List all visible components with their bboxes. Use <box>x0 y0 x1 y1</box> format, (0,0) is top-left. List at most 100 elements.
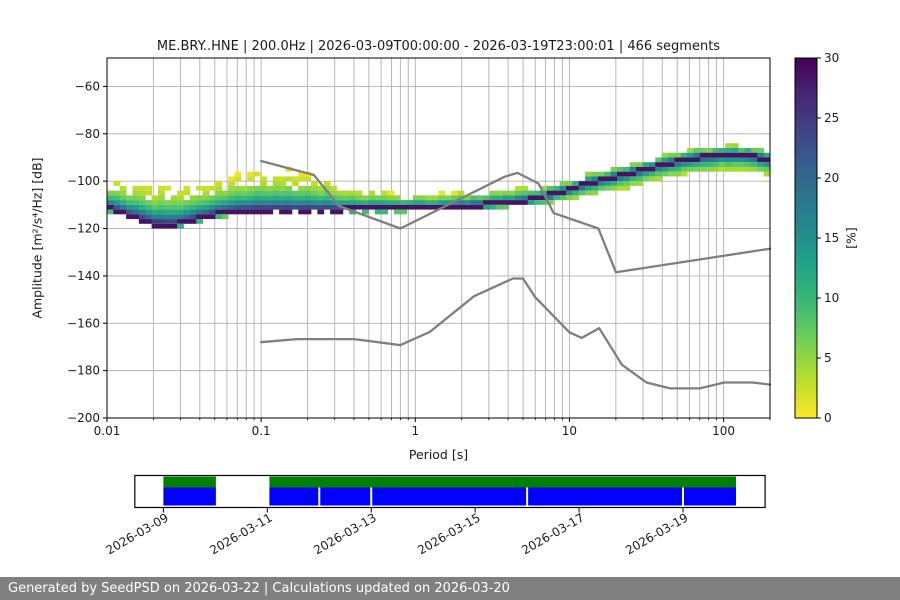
psd-cell <box>113 200 121 205</box>
psd-cell <box>393 195 401 201</box>
psd-cell <box>126 195 133 201</box>
psd-cell <box>145 190 153 196</box>
coverage-gap-slit <box>682 487 684 506</box>
psd-cell <box>330 190 337 196</box>
psd-cell <box>170 200 178 205</box>
psd-cell <box>151 219 159 224</box>
psd-cell <box>591 171 599 177</box>
psd-cell <box>285 200 293 205</box>
y-axis-label: Amplitude [m²/s⁴/Hz] [dB] <box>29 157 45 319</box>
psd-outlier-cell <box>234 171 242 177</box>
psd-cell <box>279 195 286 201</box>
psd-cell <box>508 195 516 201</box>
psd-coverage-segment <box>163 487 216 506</box>
psd-cell <box>355 190 363 196</box>
psd-cell <box>138 219 146 224</box>
psd-cell <box>209 185 216 191</box>
psd-cell <box>317 185 325 191</box>
psd-cell <box>629 176 637 182</box>
y-tick-label: −200 <box>67 411 100 425</box>
footer-text: Generated by SeedPSD on 2026-03-22 | Cal… <box>8 581 510 596</box>
colorbar-tick-label: 20 <box>824 171 839 185</box>
psd-cell <box>228 181 235 186</box>
psd-cell <box>413 200 420 205</box>
psd-cell <box>597 181 605 186</box>
psd-cell <box>546 195 554 201</box>
psd-cell <box>240 195 248 201</box>
psd-cell <box>183 204 191 210</box>
psd-cell <box>629 181 637 186</box>
psd-cell <box>330 185 337 191</box>
psd-cell <box>311 185 318 191</box>
psd-cell <box>591 185 599 191</box>
psd-cell <box>311 200 318 205</box>
psd-cell <box>623 181 631 186</box>
psd-cell <box>763 171 771 177</box>
psd-cell <box>266 204 274 210</box>
psd-cell <box>279 176 286 182</box>
psd-cell <box>470 200 478 205</box>
colorbar: 0 5 10 15 20 25 30 <box>794 51 839 425</box>
noise-model-lines <box>259 159 772 390</box>
psd-outlier-cell <box>298 171 306 177</box>
psd-cell <box>317 204 325 210</box>
psd-cell <box>393 209 401 215</box>
psd-outlier-cell <box>387 190 395 196</box>
psd-cell <box>317 209 325 215</box>
psd-cell <box>240 209 248 215</box>
psd-cell <box>387 204 395 210</box>
psd-cell <box>629 171 637 177</box>
psd-cell <box>279 209 286 215</box>
psd-cell <box>126 200 133 205</box>
psd-cell <box>629 162 637 167</box>
psd-cell <box>189 214 197 220</box>
psd-cell <box>228 190 235 196</box>
psd-cell <box>521 195 529 201</box>
psd-cell <box>559 195 567 201</box>
psd-cell <box>291 181 299 186</box>
psd-cell <box>202 200 210 205</box>
psd-cell <box>158 185 165 191</box>
psd-cell <box>177 190 184 196</box>
ppsd-plot-canvas: 0.01 0.1 1 10 100−60−80−100−120−140−160−180−… <box>67 51 839 557</box>
psd-cell <box>247 204 255 210</box>
psd-cell <box>566 185 573 191</box>
psd-cell <box>706 148 714 153</box>
psd-cell <box>502 195 510 201</box>
psd-cell <box>113 190 121 196</box>
psd-cell <box>164 214 172 220</box>
psd-cell <box>757 166 765 172</box>
psd-cell <box>298 176 306 182</box>
psd-cell <box>107 204 114 210</box>
psd-cell <box>610 181 618 186</box>
psd-cell <box>712 162 720 167</box>
psd-cell <box>674 152 682 158</box>
psd-cell <box>330 200 337 205</box>
psd-cell <box>177 219 184 224</box>
psd-cell <box>253 200 261 205</box>
psd-cell <box>177 209 184 215</box>
colorbar-tick-label: 10 <box>824 291 839 305</box>
psd-cell <box>546 190 554 196</box>
psd-cell <box>502 200 510 205</box>
psd-cell <box>559 181 567 186</box>
psd-cell <box>272 176 280 182</box>
psd-cell <box>253 209 261 215</box>
psd-cell <box>164 204 172 210</box>
psd-cell <box>138 204 146 210</box>
psd-cell <box>750 162 758 167</box>
psd-cell <box>693 162 701 167</box>
psd-cell <box>119 204 127 210</box>
psd-cell <box>164 200 172 205</box>
psd-cell <box>285 176 293 182</box>
psd-cell <box>374 209 382 215</box>
psd-cell <box>119 209 127 215</box>
psd-cell <box>381 209 388 215</box>
psd-cell <box>553 190 561 196</box>
psd-cell <box>177 195 184 201</box>
psd-cell <box>757 157 765 163</box>
psd-cell <box>221 200 229 205</box>
psd-cell <box>247 200 255 205</box>
psd-cell <box>330 204 337 210</box>
psd-cell <box>731 152 739 158</box>
